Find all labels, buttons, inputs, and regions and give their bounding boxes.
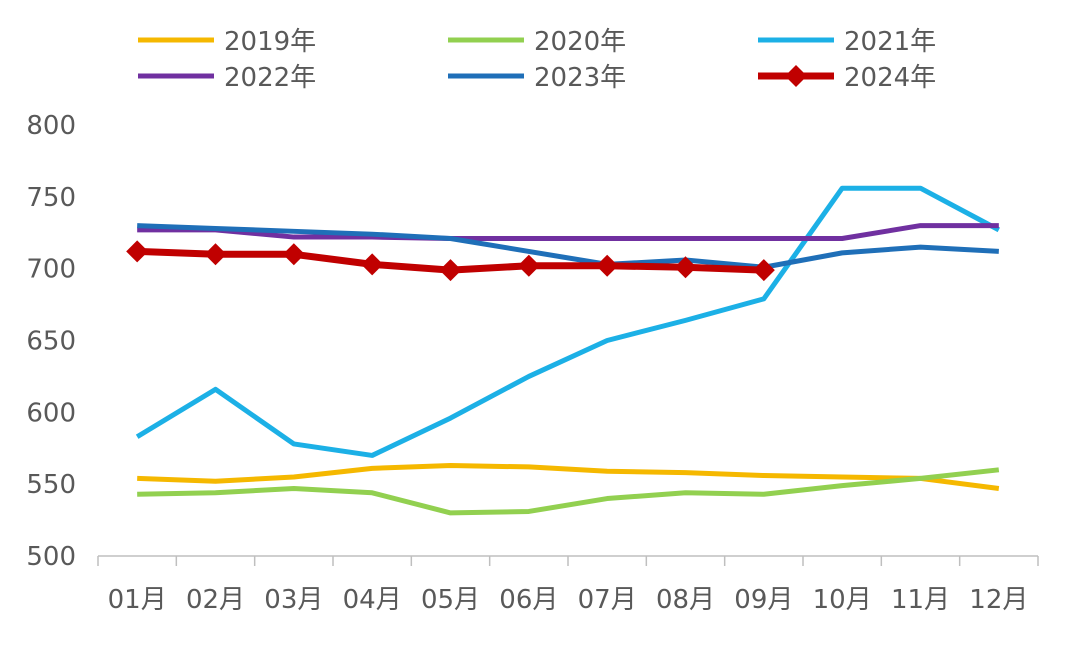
y-tick-label: 500 [26, 542, 76, 572]
y-tick-label: 750 [26, 183, 76, 213]
x-tick-label: 10月 [813, 585, 872, 615]
y-tick-label: 800 [26, 111, 76, 141]
axes: 01月 02月 03月 04月 05月 06月 07月 08月 09月 10月 11月 12月 500 5… [26, 111, 1039, 615]
series-line-2019年 [137, 462, 1000, 491]
x-tick-label: 11月 [891, 585, 950, 615]
legend-label: 2022年 [224, 63, 316, 93]
legend-label: 2019年 [224, 27, 316, 57]
y-tick-label: 550 [26, 470, 76, 500]
data-point-marker [361, 253, 384, 276]
data-point-marker [674, 256, 697, 279]
x-tick-label: 12月 [969, 585, 1028, 615]
data-point-marker [126, 240, 149, 263]
data-point-marker [204, 243, 227, 266]
y-tick-label: 650 [26, 327, 76, 357]
x-tick-label: 08月 [656, 585, 715, 615]
series-lines [126, 185, 1001, 516]
series-line-2021年 [135, 185, 1001, 458]
legend-label: 2021年 [844, 27, 936, 57]
legend-marker [785, 65, 807, 87]
legend-label: 2020年 [534, 27, 626, 57]
data-point-marker [517, 254, 540, 277]
data-point-marker [752, 259, 775, 282]
legend: 2019年 2020年 2021年 2022年 2023年 2024年 [138, 27, 936, 93]
x-tick-label: 01月 [108, 585, 167, 615]
series-line-2022年 [137, 223, 999, 241]
x-tick-label: 03月 [264, 585, 323, 615]
x-tick-label: 02月 [186, 585, 245, 615]
data-point-marker [596, 254, 619, 277]
x-tick-label: 06月 [499, 585, 558, 615]
x-tick-label: 07月 [578, 585, 637, 615]
x-tick-label: 04月 [343, 585, 402, 615]
legend-label: 2023年 [534, 63, 626, 93]
series-line-2020年 [137, 467, 1000, 516]
legend-label: 2024年 [844, 63, 936, 93]
data-point-marker [439, 259, 462, 282]
x-tick-label: 09月 [734, 585, 793, 615]
y-tick-label: 600 [26, 398, 76, 428]
y-tick-label: 700 [26, 255, 76, 285]
x-tick-label: 05月 [421, 585, 480, 615]
data-point-marker [282, 243, 305, 266]
series-line-2023年 [137, 223, 999, 270]
